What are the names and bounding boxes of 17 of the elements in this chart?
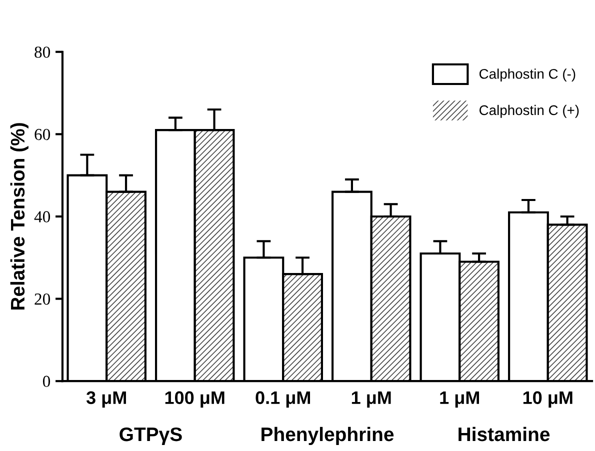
legend-label: Calphostin C (+) [480, 104, 579, 118]
y-tick-label: 80 [34, 46, 50, 58]
x-tick-label: 1 μM [352, 391, 391, 408]
y-tick-label: 0 [42, 376, 50, 388]
legend-label: Calphostin C (-) [480, 68, 576, 82]
text: Histamine [458, 426, 550, 442]
text: Phenylephrine [262, 426, 394, 446]
x-tick-label: 10 μM [523, 391, 572, 408]
y-tick-label: 40 [34, 211, 50, 222]
x-tick-label: 0.1 μM [256, 391, 310, 408]
x-tick-label: 1 μM [440, 391, 479, 408]
y-axis-title: Relative Tension (%) [10, 123, 28, 310]
x-tick-label: 100 μM [165, 391, 224, 408]
y-tick-label: 60 [34, 128, 50, 140]
y-tick-label: 20 [34, 293, 50, 305]
x-tick-label: 3 μM [86, 391, 126, 408]
text: GTPγS [120, 427, 182, 446]
